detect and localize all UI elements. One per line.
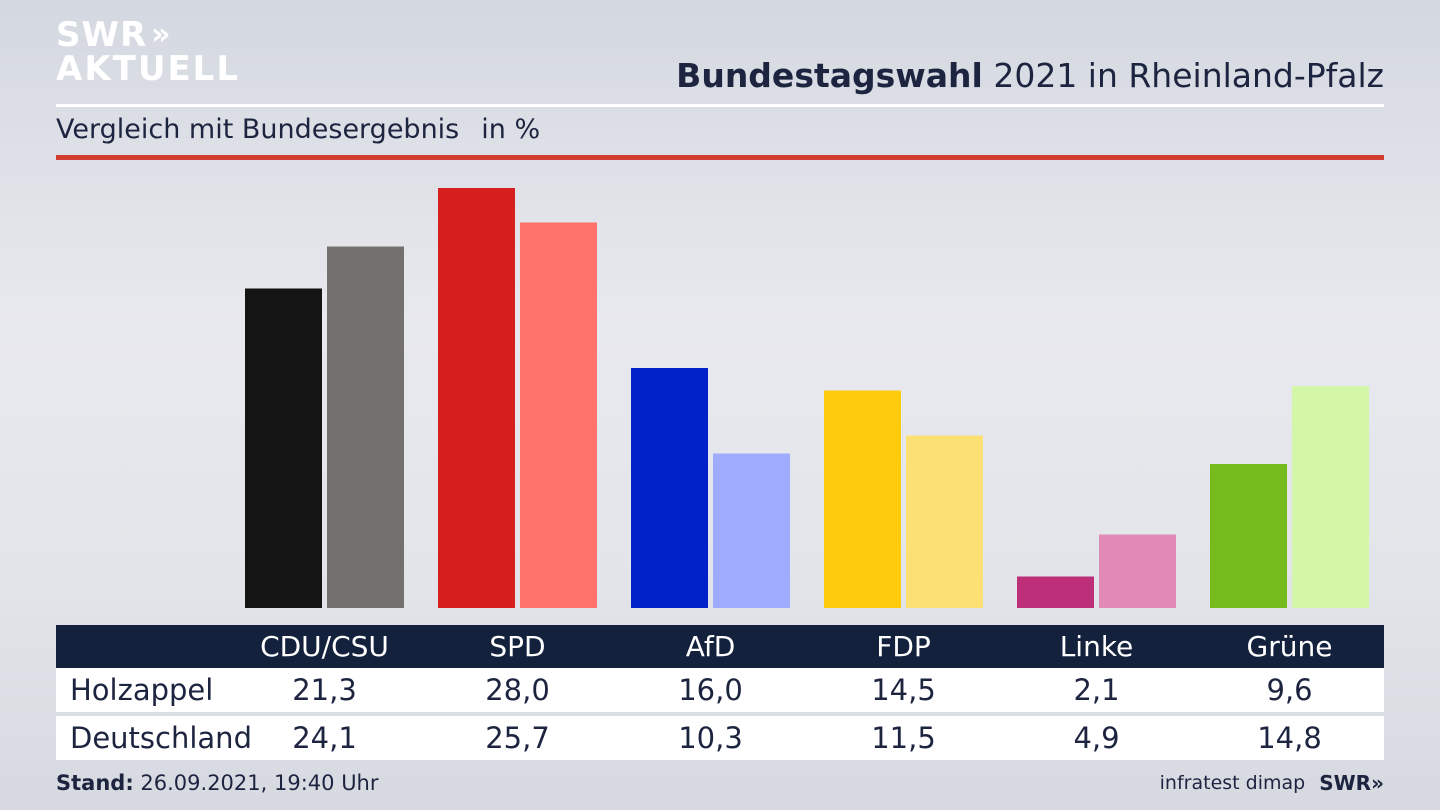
logo-aktuell-text: AKTUELL <box>56 49 241 89</box>
table-cell-linke: 4,9 <box>1073 721 1120 755</box>
row-label: Deutschland <box>70 721 252 755</box>
bar-cdu-csu-holzappel <box>245 288 322 608</box>
swr-aktuell-logo: SWR» AKTUELL <box>56 15 241 89</box>
header-divider <box>56 104 1384 107</box>
table-cell-spd: 28,0 <box>485 673 550 707</box>
chart-title-rest: 2021 in Rheinland-Pfalz <box>993 56 1384 95</box>
timestamp: Stand: 26.09.2021, 19:40 Uhr <box>56 771 379 795</box>
table-cell-cdu-csu: 21,3 <box>292 673 357 707</box>
table-cell-spd: 25,7 <box>485 721 550 755</box>
table-cell-gr-ne: 9,6 <box>1266 673 1313 707</box>
column-header-afd: AfD <box>685 630 736 663</box>
column-header-linke: Linke <box>1059 630 1134 663</box>
bar-linke-deutschland <box>1099 534 1176 608</box>
bar-cdu-csu-deutschland <box>327 246 404 608</box>
bar-gr-ne-holzappel <box>1210 464 1287 608</box>
bar-spd-holzappel <box>438 188 515 608</box>
bar-afd-deutschland <box>713 453 790 608</box>
column-header-cdu-csu: CDU/CSU <box>260 630 389 663</box>
source-text: infratest dimap <box>1159 772 1306 794</box>
column-header-gr-ne: Grüne <box>1246 630 1333 663</box>
subtitle-text: Vergleich mit Bundesergebnis <box>56 114 460 145</box>
table-cell-fdp: 14,5 <box>871 673 936 707</box>
table-row-deutschland: Deutschland 24,1 25,7 10,3 11,5 4,9 14,8 <box>56 716 1384 760</box>
table-cell-fdp: 11,5 <box>871 721 936 755</box>
results-table: CDU/CSU SPD AfD FDP Linke Grüne Holzappel 21,… <box>56 625 1384 760</box>
table-cell-afd: 10,3 <box>678 721 743 755</box>
bar-fdp-deutschland <box>906 435 983 608</box>
bar-fdp-holzappel <box>824 390 901 608</box>
subtitle-divider <box>56 155 1384 160</box>
table-cell-afd: 16,0 <box>678 673 743 707</box>
table-cell-linke: 2,1 <box>1073 673 1120 707</box>
row-label: Holzappel <box>70 673 214 707</box>
bar-spd-deutschland <box>520 222 597 608</box>
column-header-spd: SPD <box>489 630 546 663</box>
chart-subtitle: Vergleich mit Bundesergebnis in % <box>56 114 540 145</box>
column-header-fdp: FDP <box>876 630 931 663</box>
unit-label: in % <box>481 114 541 145</box>
logo-swr-text: SWR <box>56 15 148 55</box>
table-cell-cdu-csu: 24,1 <box>292 721 357 755</box>
table-header-row: CDU/CSU SPD AfD FDP Linke Grüne <box>56 625 1384 668</box>
stand-value: 26.09.2021, 19:40 Uhr <box>140 771 379 795</box>
table-cell-gr-ne: 14,8 <box>1257 721 1322 755</box>
bar-linke-holzappel <box>1017 576 1094 608</box>
swr-brand-logo: SWR» <box>1319 771 1384 795</box>
bar-afd-holzappel <box>631 368 708 608</box>
chart-title: Bundestagswahl 2021 in Rheinland-Pfalz <box>676 56 1384 95</box>
stand-label: Stand: <box>56 771 134 795</box>
source-credit: infratest dimap SWR» <box>1160 771 1384 795</box>
bar-gr-ne-deutschland <box>1292 386 1369 608</box>
table-row-holzappel: Holzappel 21,3 28,0 16,0 14,5 2,1 9,6 <box>56 668 1384 712</box>
chart-title-bold: Bundestagswahl <box>676 56 983 95</box>
